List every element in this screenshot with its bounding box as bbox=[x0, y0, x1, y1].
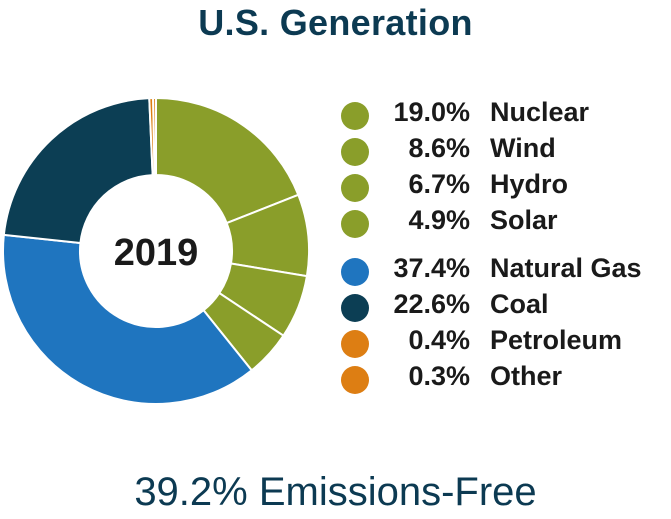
legend-item-coal: 22.6% Coal bbox=[340, 286, 671, 322]
legend-swatch bbox=[341, 210, 369, 238]
legend-value: 19.0% bbox=[393, 97, 470, 127]
legend-label: Solar bbox=[490, 205, 558, 235]
emissions-free-summary: 39.2% Emissions-Free bbox=[134, 470, 537, 514]
legend-value: 6.7% bbox=[408, 169, 470, 199]
legend-value: 0.3% bbox=[408, 361, 470, 391]
legend-swatch bbox=[341, 330, 369, 358]
legend-swatch bbox=[341, 138, 369, 166]
legend-swatch bbox=[341, 258, 369, 286]
legend-label: Other bbox=[490, 361, 563, 391]
slice-natural-gas bbox=[2, 233, 254, 405]
legend-swatch bbox=[341, 102, 369, 130]
legend-item-hydro: 6.7% Hydro bbox=[340, 166, 671, 202]
legend-label: Nuclear bbox=[490, 97, 590, 127]
legend-value: 4.9% bbox=[408, 205, 470, 235]
legend-swatch bbox=[341, 294, 369, 322]
slice-coal bbox=[2, 97, 154, 245]
donut-chart: 2019 bbox=[2, 96, 310, 405]
legend-item-petroleum: 0.4% Petroleum bbox=[340, 322, 671, 358]
legend-label: Coal bbox=[490, 289, 549, 319]
legend-swatch bbox=[341, 174, 369, 202]
legend-label: Hydro bbox=[490, 169, 569, 199]
legend-label: Wind bbox=[490, 133, 556, 163]
legend-value: 22.6% bbox=[393, 289, 470, 319]
slice-other bbox=[152, 96, 157, 177]
legend-value: 0.4% bbox=[408, 325, 470, 355]
chart-title: U.S. Generation bbox=[198, 2, 473, 43]
legend-label: Natural Gas bbox=[490, 253, 642, 283]
slice-nuclear bbox=[155, 96, 300, 225]
legend-item-other: 0.3% Other bbox=[340, 358, 671, 394]
legend-item-natural-gas: 37.4% Natural Gas bbox=[340, 250, 671, 286]
legend-item-nuclear: 19.0% Nuclear bbox=[340, 94, 671, 130]
legend-item-solar: 4.9% Solar bbox=[340, 202, 671, 238]
legend-swatch bbox=[341, 366, 369, 394]
legend-value: 8.6% bbox=[408, 133, 470, 163]
center-year-label: 2019 bbox=[114, 232, 199, 274]
legend-value: 37.4% bbox=[393, 253, 470, 283]
legend-label: Petroleum bbox=[490, 325, 623, 355]
legend-item-wind: 8.6% Wind bbox=[340, 130, 671, 166]
legend: 19.0% Nuclear 8.6% Wind 6.7% Hydro 4.9% … bbox=[340, 94, 671, 394]
